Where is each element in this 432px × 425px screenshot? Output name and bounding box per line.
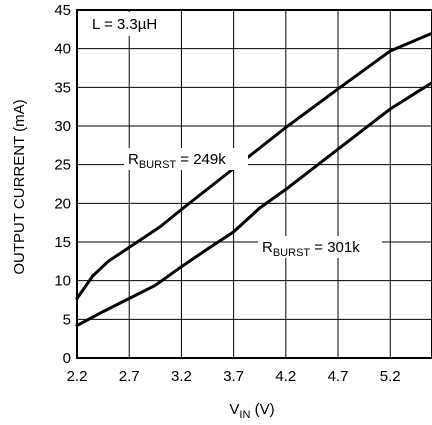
series-label-1-main: R	[128, 151, 139, 168]
y-tick-label: 30	[54, 118, 71, 135]
x-tick-label: 2.7	[119, 368, 140, 385]
y-tick-label: 35	[54, 79, 71, 96]
x-axis-title-sub: IN	[239, 409, 250, 421]
plot-frame	[76, 9, 432, 359]
x-tick-label: 4.7	[328, 368, 349, 385]
y-tick-labels: 0 5 10 15 20 25 30 35 40 45	[54, 2, 71, 367]
series-label-2-sub: BURST	[273, 247, 311, 259]
series-label-2-main: R	[262, 239, 273, 256]
y-tick-label: 15	[54, 234, 71, 251]
x-tick-label: 4.2	[275, 368, 296, 385]
y-tick-label: 0	[63, 350, 71, 367]
series-label-2-background	[258, 236, 382, 258]
y-tick-label: 10	[54, 273, 71, 290]
series-line-1	[75, 31, 432, 300]
x-tick-label: 2.2	[67, 368, 88, 385]
x-tick-label: 5.2	[380, 368, 401, 385]
grid	[77, 10, 432, 358]
y-tick-label: 20	[54, 195, 71, 212]
series-label-2: RBURST = 301k	[262, 239, 360, 259]
series-line-2	[75, 81, 432, 327]
series-label-1-rest: = 249k	[176, 151, 226, 168]
x-axis-title-unit: (V)	[250, 401, 274, 418]
inductor-annotation: L = 3.3µH	[92, 16, 157, 33]
y-tick-label: 5	[63, 311, 71, 328]
x-tick-label: 3.7	[223, 368, 244, 385]
y-tick-label: 25	[54, 157, 71, 174]
series-label-1: RBURST = 249k	[128, 151, 226, 171]
annotation-background	[83, 12, 178, 36]
y-axis-title: OUTPUT CURRENT (mA)	[11, 99, 28, 274]
x-axis-title: VIN (V)	[229, 401, 274, 421]
x-tick-labels: 2.2 2.7 3.2 3.7 4.2 4.7 5.2	[67, 368, 401, 385]
y-tick-label: 40	[54, 41, 71, 58]
x-tick-label: 3.2	[171, 368, 192, 385]
series-label-1-sub: BURST	[139, 159, 177, 171]
y-tick-label: 45	[54, 2, 71, 19]
series-label-1-background	[124, 148, 248, 170]
x-axis-title-main: V	[229, 401, 239, 418]
series-label-2-rest: = 301k	[310, 239, 360, 256]
series-lines	[75, 31, 432, 327]
